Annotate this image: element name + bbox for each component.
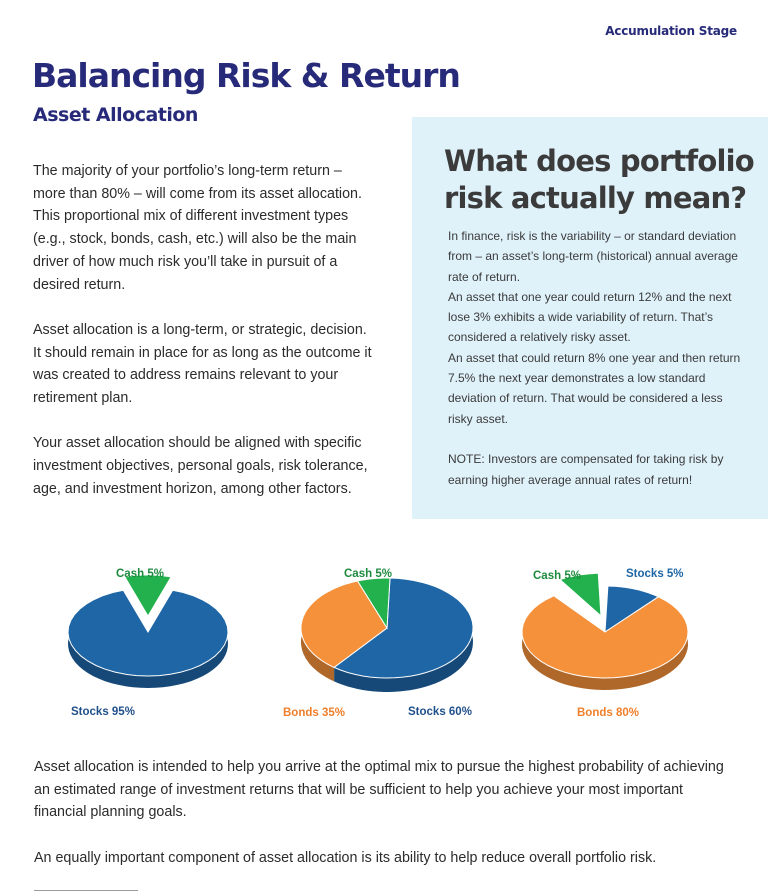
sidebar-note: NOTE: Investors are compensated for taki… (448, 452, 724, 487)
pie-chart-graphic (67, 572, 229, 688)
chart-label-cash: Cash 5% (533, 570, 581, 582)
intro-paragraph: Your asset allocation should be aligned … (33, 435, 368, 497)
sidebar-body: In finance, risk is the variability – or… (448, 226, 748, 490)
pie-slice-stocks (67, 589, 229, 677)
closing-paragraph: Asset allocation is intended to help you… (34, 759, 724, 821)
intro-paragraph: Asset allocation is a long-term, or stra… (33, 321, 372, 407)
closing-text: Asset allocation is intended to help you… (34, 756, 734, 892)
sidebar-heading: What does portfolio risk actually mean? (444, 144, 755, 215)
chart-label-bonds: Bonds 35% (283, 707, 345, 719)
pie-slice-stocks (604, 585, 660, 633)
pie-chart-graphic (300, 577, 474, 692)
footnote-divider (34, 890, 138, 891)
intro-text: The majority of your portfolio’s long-te… (33, 160, 373, 523)
pie-wall-stocks (334, 578, 473, 692)
sidebar-paragraph: An asset that could return 8% one year a… (448, 350, 741, 426)
pie-slice-cash (356, 577, 391, 630)
page-title: Balancing Risk & Return (32, 56, 461, 95)
intro-paragraph: The majority of your portfolio’s long-te… (33, 163, 362, 293)
pie-chart-income: Cash 5% Stocks 5% Bonds 80% (515, 560, 715, 730)
page-subtitle: Asset Allocation (33, 104, 198, 126)
pie-slice-bonds (521, 595, 689, 679)
chart-label-cash: Cash 5% (344, 568, 392, 580)
pie-slice-cash (555, 570, 604, 622)
chart-label-cash: Cash 5% (116, 568, 164, 580)
closing-paragraph: An equally important component of asset … (34, 849, 657, 866)
chart-label-stocks: Stocks 95% (71, 706, 135, 718)
sidebar-paragraph: An asset that one year could return 12% … (448, 289, 732, 345)
pie-slice-cash (120, 572, 176, 621)
pie-chart-balanced: Cash 5% Bonds 35% Stocks 60% (283, 560, 485, 730)
pie-slice-bonds (300, 580, 388, 668)
allocation-charts: Cash 5% Stocks 95% Cash 5% Bonds 35% Sto… (0, 560, 768, 730)
pie-chart-stocks-cash: Cash 5% Stocks 95% (60, 560, 240, 730)
chart-label-bonds: Bonds 80% (577, 707, 639, 719)
risk-sidebar: What does portfolio risk actually mean? … (412, 117, 768, 519)
pie-slice-stocks (333, 577, 474, 679)
stage-label: Accumulation Stage (605, 24, 737, 38)
chart-label-stocks: Stocks 60% (408, 706, 472, 718)
pie-chart-graphic (521, 570, 689, 690)
sidebar-paragraph: In finance, risk is the variability – or… (448, 229, 738, 284)
chart-label-stocks: Stocks 5% (626, 568, 684, 580)
